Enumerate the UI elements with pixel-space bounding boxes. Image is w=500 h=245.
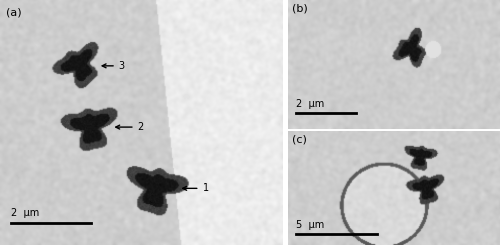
- Text: 2  µm: 2 µm: [296, 99, 324, 109]
- Text: 1: 1: [182, 183, 208, 193]
- Text: (c): (c): [292, 135, 306, 145]
- Text: (a): (a): [6, 7, 22, 17]
- Text: (b): (b): [292, 4, 308, 14]
- Text: 3: 3: [102, 61, 125, 71]
- Text: 2: 2: [116, 122, 144, 132]
- Text: 2  µm: 2 µm: [11, 208, 39, 218]
- Text: 5  µm: 5 µm: [296, 220, 324, 230]
